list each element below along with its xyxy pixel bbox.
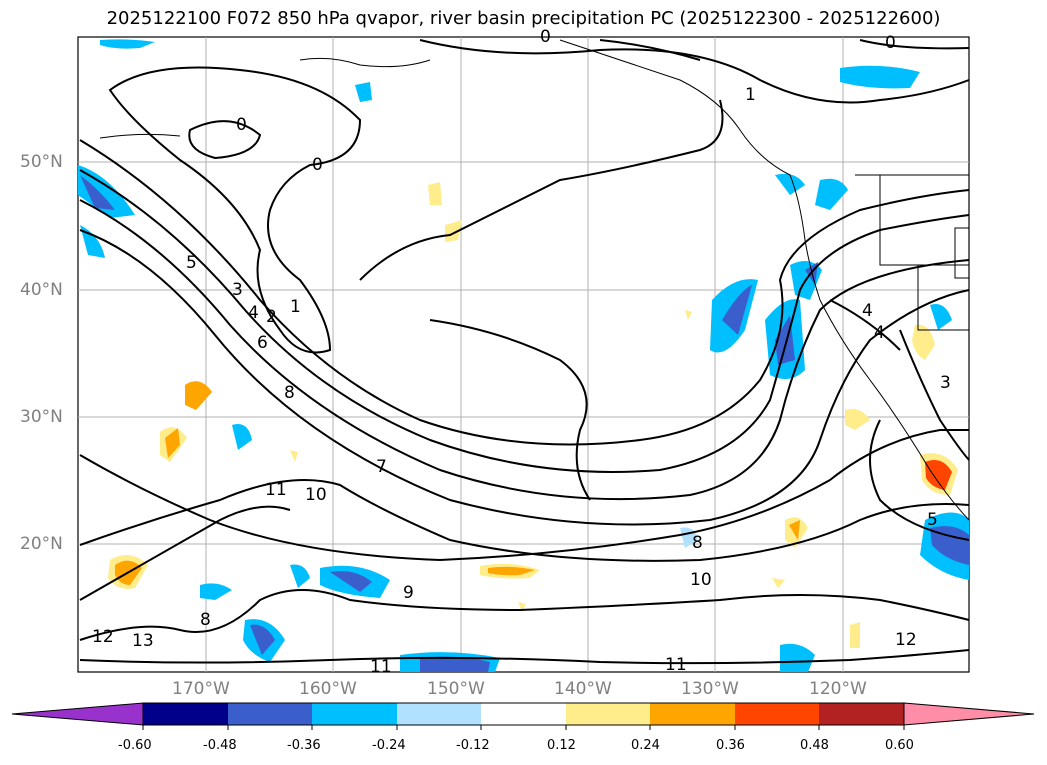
lat-label-20n: 20°N	[20, 534, 63, 554]
colorbar-tick: -0.24	[372, 738, 406, 753]
contour-label: 11	[665, 655, 687, 675]
contour-label: 0	[885, 33, 896, 53]
lat-label-30n: 30°N	[20, 407, 63, 427]
colorbar-tick: 0.48	[800, 738, 829, 753]
contour-label: 1	[290, 297, 301, 317]
qvapor-contours	[79, 39, 970, 665]
colorbar-tick: -0.60	[118, 738, 152, 753]
contour-label: 9	[403, 583, 414, 603]
contour-label: 12	[92, 627, 114, 647]
contour-labels: 0 0 0 0 1 1 2 3 4 5 6 7 8 8 9 10 10 11 1…	[92, 27, 951, 677]
contour-label: 8	[284, 383, 295, 403]
precip-shading	[78, 39, 969, 672]
contour-label: 10	[690, 570, 712, 590]
colorbar-tick: 0.36	[716, 738, 745, 753]
contour-label: 4	[874, 323, 885, 343]
contour-label: 8	[200, 610, 211, 630]
colorbar-tick: 0.60	[885, 738, 914, 753]
contour-label: 13	[132, 631, 154, 651]
colorbar-tick: 0.24	[631, 738, 660, 753]
lon-label-160w: 160°W	[299, 679, 357, 699]
contour-label: 10	[305, 485, 327, 505]
lon-label-120w: 120°W	[809, 679, 867, 699]
contour-label: 8	[692, 533, 703, 553]
contour-label: 4	[248, 303, 259, 323]
map-title: 2025122100 F072 850 hPa qvapor, river ba…	[106, 8, 941, 29]
colorbar-tick: -0.36	[287, 738, 321, 753]
lon-label-140w: 140°W	[554, 679, 612, 699]
contour-label: 6	[257, 333, 268, 353]
colorbar-tick: 0.12	[547, 738, 576, 753]
contour-label: 4	[862, 301, 873, 321]
contour-label: 2	[266, 307, 277, 327]
contour-label: 5	[927, 510, 938, 530]
lon-label-130w: 130°W	[681, 679, 739, 699]
contour-label: 0	[540, 27, 551, 47]
lat-label-40n: 40°N	[20, 280, 63, 300]
lon-label-170w: 170°W	[172, 679, 230, 699]
colorbar-tick: -0.12	[456, 738, 490, 753]
contour-label: 11	[370, 657, 392, 677]
contour-label: 12	[895, 630, 917, 650]
contour-label: 3	[232, 280, 243, 300]
map-panel: 0 0 0 0 1 1 2 3 4 5 6 7 8 8 9 10 10 11 1…	[77, 27, 970, 677]
contour-label: 3	[940, 373, 951, 393]
lon-label-150w: 150°W	[427, 679, 485, 699]
contour-label: 0	[312, 155, 323, 175]
contour-label: 7	[376, 457, 387, 477]
contour-label: 11	[265, 480, 287, 500]
coastlines	[99, 39, 970, 521]
lat-label-50n: 50°N	[20, 152, 63, 172]
contour-label: 5	[186, 253, 197, 273]
colorbar	[11, 702, 1035, 730]
contour-label: 0	[236, 115, 247, 135]
colorbar-tick: -0.48	[203, 738, 237, 753]
contour-label: 1	[745, 85, 756, 105]
